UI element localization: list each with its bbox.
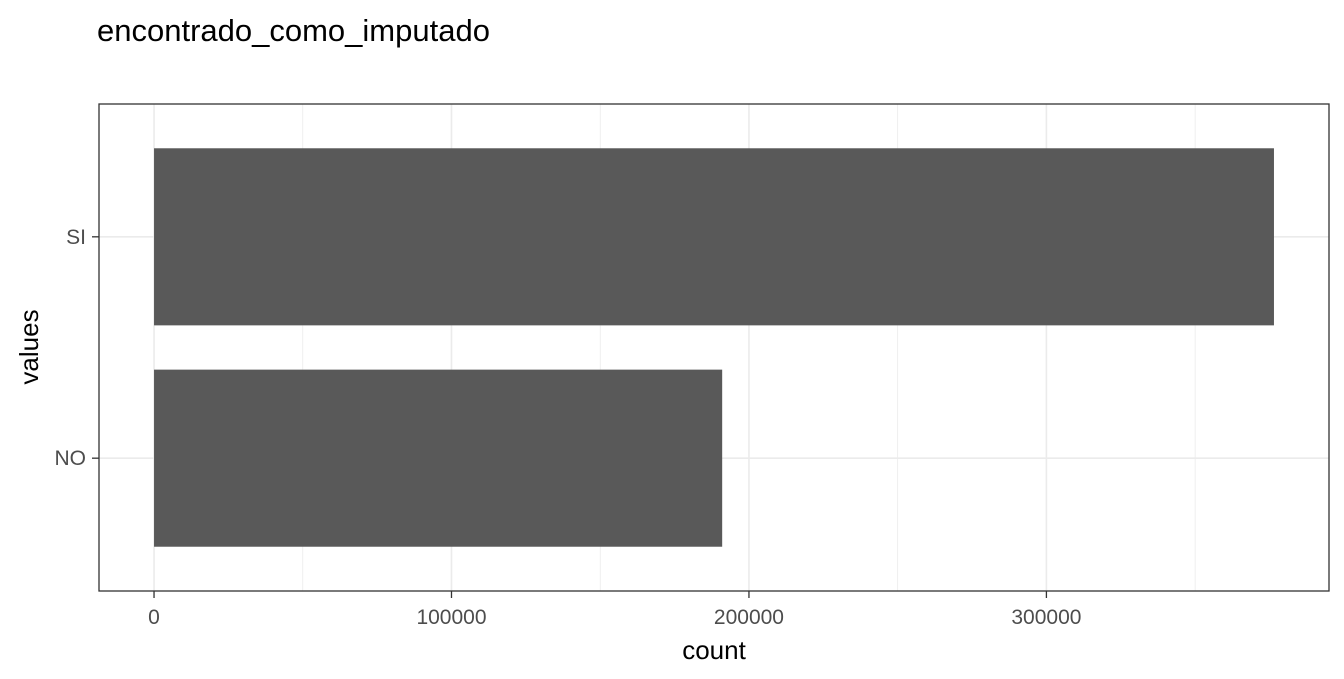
panel-border — [98, 103, 1330, 592]
x-axis-title: count — [682, 635, 746, 665]
x-axis: 0 100000 200000 300000 — [148, 591, 1081, 629]
plot-panel — [98, 103, 1330, 592]
y-tick-label: NO — [55, 447, 87, 470]
x-tick-label: 100000 — [416, 606, 486, 629]
y-tick-label: SI — [66, 226, 86, 249]
bar-si — [154, 148, 1274, 326]
bar-no — [154, 369, 723, 547]
x-tick-label: 0 — [148, 606, 160, 629]
x-tick-label: 200000 — [714, 606, 784, 629]
chart-title: encontrado_como_imputado — [97, 13, 490, 48]
y-axis-title: values — [14, 309, 44, 384]
y-axis: SI NO — [55, 226, 99, 470]
bars — [154, 148, 1274, 547]
x-tick-label: 300000 — [1011, 606, 1081, 629]
